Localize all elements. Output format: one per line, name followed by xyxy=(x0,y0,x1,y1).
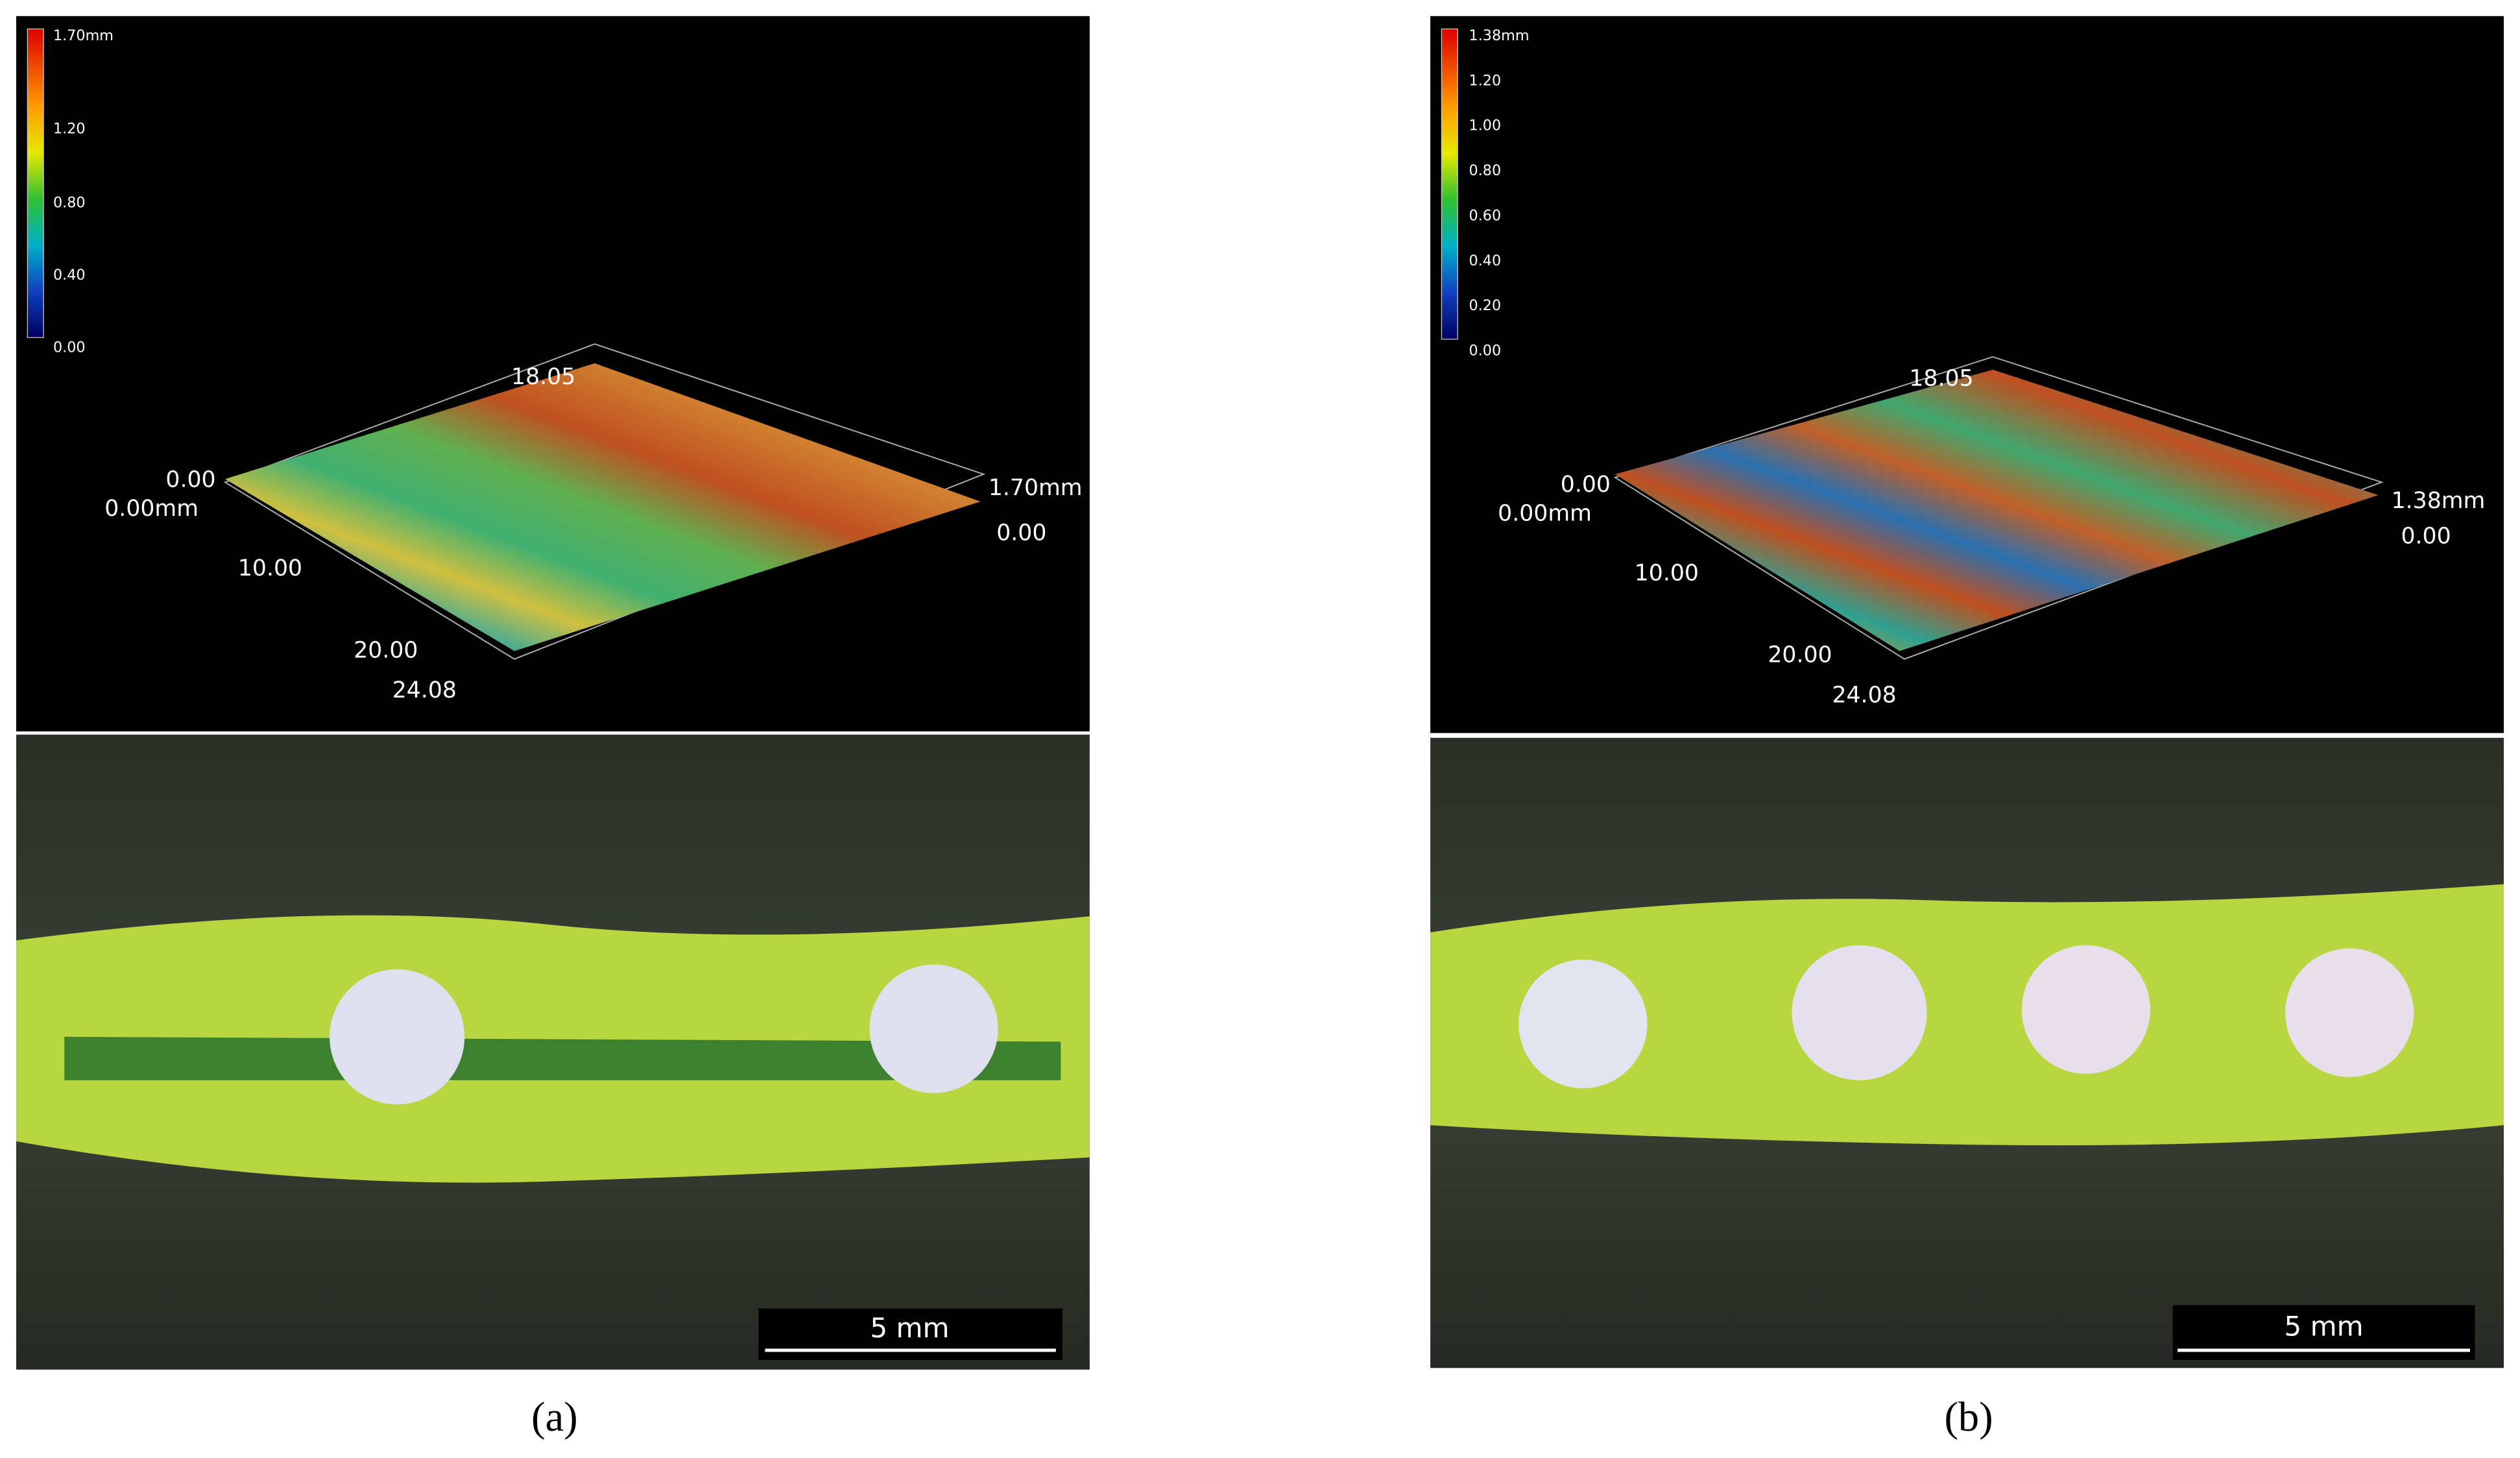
colorbar-tick: 1.38mm xyxy=(1469,27,1530,44)
panel-label: (b) xyxy=(1944,1394,1993,1440)
axis-label: 20.00 xyxy=(354,637,418,663)
axis-label: 1.38mm xyxy=(2392,488,2486,514)
panel-label: (a) xyxy=(531,1394,577,1440)
bead xyxy=(2285,948,2414,1077)
bead xyxy=(1518,960,1648,1089)
axis-label: 0.00mm xyxy=(1498,501,1592,527)
colorbar-tick: 0.60 xyxy=(1469,207,1502,224)
axis-label: 10.00 xyxy=(1635,560,1699,586)
axis-label: 1.70mm xyxy=(989,475,1083,501)
surface xyxy=(225,363,981,651)
colorbar-tick: 1.00 xyxy=(1469,117,1502,134)
axis-label: 18.05 xyxy=(511,364,575,390)
colorbar-tick: 0.20 xyxy=(1469,297,1502,314)
surface xyxy=(1615,369,2379,651)
fabric-strip xyxy=(1430,884,2504,1146)
colorbar xyxy=(1441,28,1458,340)
colorbar xyxy=(27,28,44,338)
axis-label: 24.08 xyxy=(392,677,457,703)
axis-label: 20.00 xyxy=(1768,642,1832,668)
bead xyxy=(1792,945,1927,1080)
scale-bar-label: 5 mm xyxy=(870,1312,949,1344)
bead xyxy=(869,964,998,1093)
colorbar-tick: 1.70mm xyxy=(53,27,114,44)
colorbar-tick: 0.40 xyxy=(1469,252,1502,269)
axis-label: 24.08 xyxy=(1832,683,1896,709)
axis-label: 0.00 xyxy=(996,520,1046,546)
colorbar-tick: 0.00 xyxy=(1469,343,1502,359)
colorbar-tick: 0.40 xyxy=(53,267,86,284)
axis-label: 18.05 xyxy=(1909,366,1973,392)
colorbar-tick: 1.20 xyxy=(1469,72,1502,89)
axis-label: 0.00mm xyxy=(104,496,198,522)
colorbar-tick: 0.00 xyxy=(53,339,86,356)
axis-box xyxy=(1613,356,2384,660)
axis-label: 0.00 xyxy=(165,467,215,493)
fabric-gap xyxy=(64,1036,1061,1080)
axis-box xyxy=(223,343,986,660)
colorbar-tick: 0.80 xyxy=(53,195,86,212)
bead xyxy=(330,969,465,1104)
axis-label: 0.00 xyxy=(2401,523,2451,549)
colorbar-tick: 1.20 xyxy=(53,121,86,138)
axis-label: 10.00 xyxy=(238,555,302,581)
bead xyxy=(2021,945,2150,1074)
axis-label: 0.00 xyxy=(1561,472,1611,498)
colorbar-tick: 0.80 xyxy=(1469,162,1502,179)
scale-bar-label: 5 mm xyxy=(2284,1311,2363,1343)
